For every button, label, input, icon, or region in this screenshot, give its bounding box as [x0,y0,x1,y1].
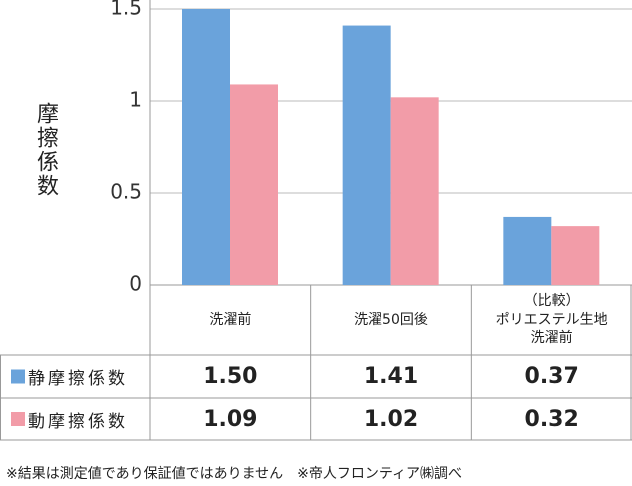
y-tick-label: 0 [129,272,142,296]
footnote: ※結果は測定値であり保証値ではありません ※帝人フロンティア㈱調べ [6,466,463,482]
x-tick-label: 洗濯50回後 [354,311,428,328]
bar [551,226,600,285]
value-label: 1.09 [203,406,258,432]
bar [342,25,391,286]
bar [230,84,278,285]
x-tick-label: （比較） ポリエステル生地 洗濯前 [495,292,608,347]
bar [390,97,439,285]
value-label: 1.50 [203,364,258,389]
legend-swatch [11,369,25,384]
x-tick-label: 洗濯前 [209,311,252,328]
value-label: 0.37 [524,364,579,389]
y-axis-title: 摩擦係数 [33,102,58,198]
value-label: 0.32 [524,406,579,432]
legend-label: 静摩擦係数 [28,369,128,389]
legend-swatch [11,412,25,426]
y-tick-label: 1.5 [110,0,142,20]
y-tick-label: 1 [129,88,142,112]
y-tick-label: 0.5 [110,180,142,204]
value-label: 1.02 [363,406,419,432]
bar [182,9,230,285]
value-label: 1.41 [363,364,419,389]
legend-label: 動摩擦係数 [28,411,128,432]
bar [503,216,552,285]
